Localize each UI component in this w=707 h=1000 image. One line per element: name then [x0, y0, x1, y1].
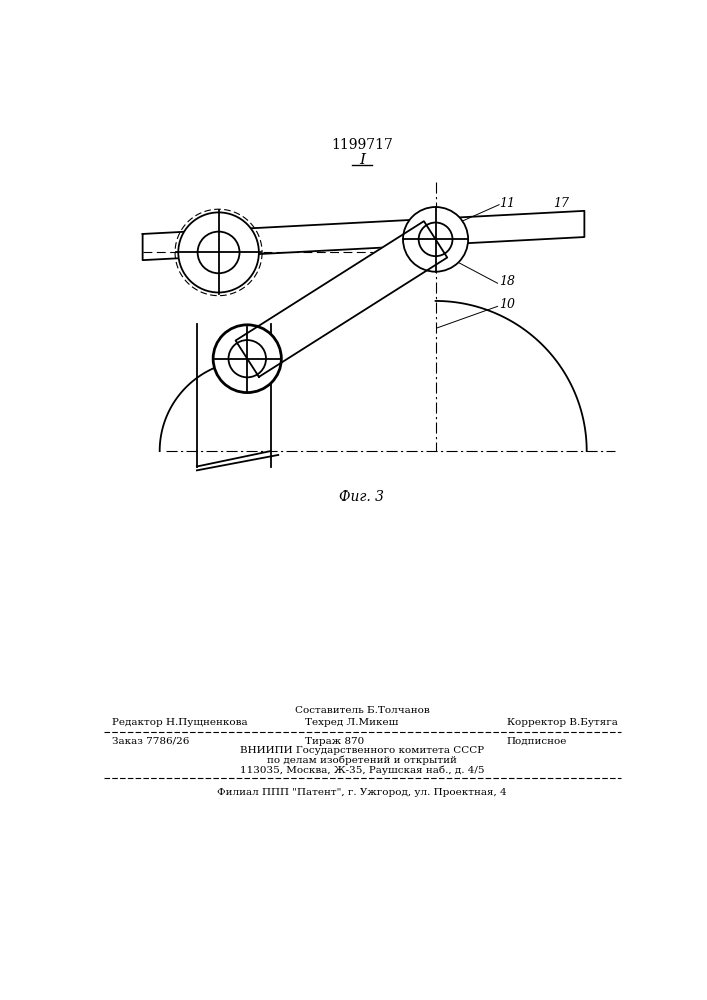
Text: Составитель Б.Толчанов: Составитель Б.Толчанов: [295, 706, 429, 715]
Text: Корректор В.Бутяга: Корректор В.Бутяга: [507, 718, 618, 727]
Text: Заказ 7786/26: Заказ 7786/26: [112, 737, 189, 746]
Text: 113035, Москва, Ж-35, Раушская наб., д. 4/5: 113035, Москва, Ж-35, Раушская наб., д. …: [240, 766, 484, 775]
Text: 18: 18: [499, 275, 515, 288]
Text: 10: 10: [499, 298, 515, 311]
Text: Техред Л.Микеш: Техред Л.Микеш: [305, 718, 399, 727]
Text: Фиг. 3: Фиг. 3: [339, 490, 385, 504]
Text: 17: 17: [554, 197, 569, 210]
Text: ВНИИПИ Государственного комитета СССР: ВНИИПИ Государственного комитета СССР: [240, 746, 484, 755]
Text: Редактор Н.Пущненкова: Редактор Н.Пущненкова: [112, 718, 247, 727]
Text: Филиал ППП "Патент", г. Ужгород, ул. Проектная, 4: Филиал ППП "Патент", г. Ужгород, ул. Про…: [217, 788, 507, 797]
Circle shape: [403, 207, 468, 272]
Circle shape: [213, 325, 281, 393]
Text: 1199717: 1199717: [331, 138, 393, 152]
Polygon shape: [235, 221, 448, 377]
Polygon shape: [143, 211, 585, 260]
Text: по делам изобретений и открытий: по делам изобретений и открытий: [267, 756, 457, 765]
Text: Тираж 870: Тираж 870: [305, 737, 365, 746]
Circle shape: [178, 212, 259, 292]
Text: I: I: [359, 153, 365, 167]
Text: Подписное: Подписное: [507, 737, 567, 746]
Polygon shape: [197, 324, 271, 466]
Text: 11: 11: [499, 197, 515, 210]
